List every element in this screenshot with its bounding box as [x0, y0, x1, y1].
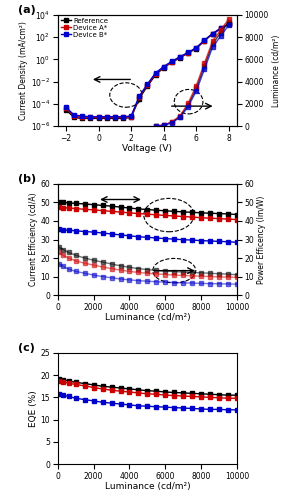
Reference — [219, 25, 223, 31]
Device A* — [121, 114, 125, 120]
Reference — [154, 72, 157, 78]
Y-axis label: EQE (%): EQE (%) — [29, 390, 38, 427]
Reference — [129, 114, 133, 120]
Device B* — [129, 113, 133, 119]
Y-axis label: Luminance (cd/m²): Luminance (cd/m²) — [272, 34, 281, 107]
Reference — [64, 107, 68, 113]
Device B* — [170, 58, 174, 64]
Device A* — [162, 64, 165, 70]
Device A* — [89, 114, 92, 120]
Y-axis label: Power Efficency (lm/W): Power Efficency (lm/W) — [257, 195, 266, 284]
Device B* — [113, 114, 116, 120]
Device A* — [146, 82, 149, 88]
Line: Reference: Reference — [64, 22, 231, 120]
Reference — [227, 21, 231, 27]
Device A* — [105, 114, 108, 120]
Device B* — [186, 49, 190, 55]
Reference — [178, 55, 182, 61]
X-axis label: Voltage (V): Voltage (V) — [122, 144, 173, 153]
Device A* — [227, 21, 231, 27]
Device B* — [203, 37, 206, 43]
Reference — [113, 115, 116, 121]
Reference — [105, 115, 108, 121]
Legend: Reference, Device A*, Device B*: Reference, Device A*, Device B* — [60, 17, 109, 38]
Text: (a): (a) — [18, 5, 36, 15]
Device A* — [170, 59, 174, 65]
Reference — [89, 115, 92, 121]
Device A* — [154, 71, 157, 77]
Device B* — [194, 44, 198, 50]
Device B* — [211, 30, 214, 36]
Device A* — [194, 45, 198, 51]
Y-axis label: Current Efficiency (cd/A): Current Efficiency (cd/A) — [29, 193, 38, 286]
Reference — [81, 115, 84, 121]
Text: (c): (c) — [18, 343, 35, 353]
Text: (b): (b) — [18, 174, 36, 184]
Y-axis label: Current Density (mA/cm²): Current Density (mA/cm²) — [19, 21, 28, 120]
Device A* — [178, 54, 182, 60]
Line: Device A*: Device A* — [64, 22, 231, 120]
Device A* — [129, 114, 133, 120]
Device A* — [186, 50, 190, 56]
Reference — [146, 83, 149, 89]
Device B* — [138, 93, 141, 99]
Device B* — [81, 113, 84, 119]
Device B* — [178, 54, 182, 60]
Device B* — [146, 81, 149, 87]
Reference — [186, 50, 190, 56]
Reference — [121, 115, 125, 121]
Reference — [203, 38, 206, 44]
Device B* — [64, 104, 68, 110]
X-axis label: Luminance (cd/m²): Luminance (cd/m²) — [105, 313, 190, 322]
Device A* — [81, 114, 84, 120]
Reference — [211, 31, 214, 37]
Device B* — [97, 114, 100, 120]
Reference — [72, 114, 76, 120]
Reference — [162, 65, 165, 71]
Device B* — [105, 114, 108, 120]
Device A* — [97, 114, 100, 120]
Device A* — [72, 113, 76, 119]
Device B* — [89, 114, 92, 120]
Device A* — [211, 31, 214, 37]
Device A* — [113, 114, 116, 120]
Device A* — [138, 94, 141, 100]
X-axis label: Luminance (cd/m²): Luminance (cd/m²) — [105, 482, 190, 491]
Device A* — [203, 37, 206, 43]
Reference — [97, 115, 100, 121]
Device B* — [219, 25, 223, 31]
Device A* — [64, 105, 68, 111]
Reference — [170, 59, 174, 65]
Reference — [194, 45, 198, 51]
Device A* — [219, 25, 223, 31]
Device B* — [72, 112, 76, 118]
Line: Device B*: Device B* — [64, 21, 231, 119]
Device B* — [121, 114, 125, 120]
Device B* — [154, 70, 157, 76]
Device B* — [227, 20, 231, 26]
Device B* — [162, 63, 165, 69]
Reference — [138, 96, 141, 102]
